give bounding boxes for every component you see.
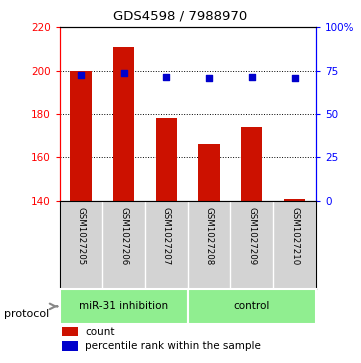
- Text: miR-31 inhibition: miR-31 inhibition: [79, 301, 168, 311]
- Point: [292, 76, 297, 81]
- Bar: [62, 341, 78, 351]
- Point: [164, 74, 169, 79]
- Text: GSM1027208: GSM1027208: [205, 207, 214, 265]
- Bar: [284, 199, 305, 201]
- Point: [249, 74, 255, 79]
- Text: GSM1027205: GSM1027205: [77, 207, 86, 265]
- Bar: [188, 289, 316, 324]
- Bar: [156, 118, 177, 201]
- Text: percentile rank within the sample: percentile rank within the sample: [85, 341, 261, 351]
- Text: GSM1027206: GSM1027206: [119, 207, 128, 265]
- Text: GDS4598 / 7988970: GDS4598 / 7988970: [113, 9, 248, 22]
- Bar: [241, 127, 262, 201]
- Point: [121, 70, 127, 76]
- Bar: [113, 47, 134, 201]
- Point: [78, 72, 84, 78]
- Text: GSM1027210: GSM1027210: [290, 207, 299, 265]
- Bar: [62, 327, 78, 337]
- Text: count: count: [85, 327, 115, 337]
- Point: [206, 75, 212, 81]
- Bar: [70, 70, 92, 201]
- Text: GSM1027207: GSM1027207: [162, 207, 171, 265]
- Text: control: control: [234, 301, 270, 311]
- Bar: [60, 289, 188, 324]
- Bar: [199, 144, 220, 201]
- Text: GSM1027209: GSM1027209: [247, 207, 256, 265]
- Text: protocol: protocol: [4, 309, 49, 319]
